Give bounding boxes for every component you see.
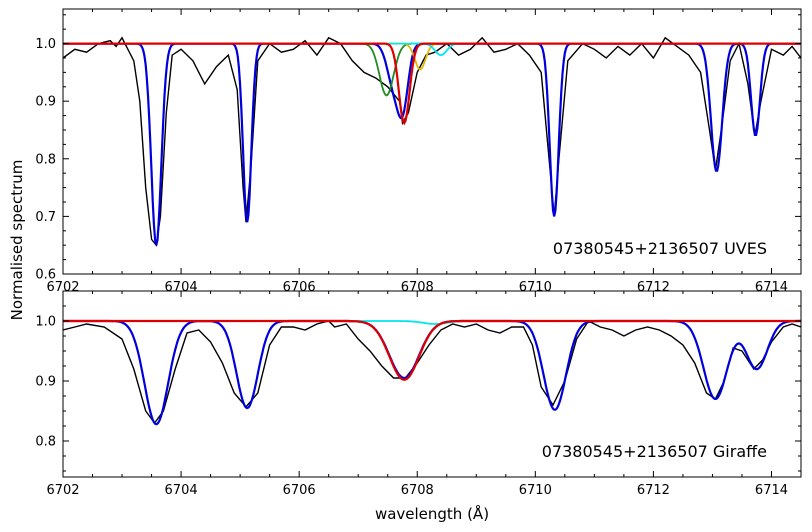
y-tick-label: 0.9 — [35, 375, 56, 390]
observed-spectrum-line — [63, 36, 801, 247]
x-tick-label: 6708 — [401, 483, 434, 498]
x-tick-label: 6702 — [46, 483, 79, 498]
synthetic-model-line — [63, 42, 801, 246]
x-tick-label: 6712 — [637, 483, 670, 498]
y-tick-label: 1.0 — [35, 315, 56, 330]
axes-frame — [62, 8, 802, 275]
x-tick-label: 6704 — [165, 483, 198, 498]
giraffe-panel: 6702 6704 6706 6708 6710 6712 6714 0.8 0.9 1.0 073… — [35, 290, 802, 498]
y-tick-label: 0.6 — [35, 268, 56, 283]
lithium-model-line — [63, 42, 801, 126]
y-tick-label: 0.8 — [35, 435, 56, 450]
x-tick-label: 6706 — [283, 483, 316, 498]
spectrum-annotation: 07380545+2136507 UVES — [553, 239, 767, 258]
observed-spectrum-line — [63, 320, 801, 425]
x-axis-label: wavelength (Å) — [375, 504, 489, 523]
x-tick-label: 6710 — [519, 483, 552, 498]
x-tick-label: 6714 — [755, 483, 788, 498]
y-tick-label: 0.7 — [35, 210, 56, 225]
y-tick-label: 1.0 — [35, 37, 56, 52]
uves-panel: 6702 6704 6706 6708 6710 6712 67140.60.70.80.9… — [35, 8, 802, 295]
blend-1-model-line — [63, 42, 801, 97]
y-axis-label: Normalised spectrum — [8, 160, 26, 321]
plot-area — [63, 36, 801, 247]
y-tick-label: 0.8 — [35, 152, 56, 167]
lithium-model-line — [63, 319, 801, 381]
axes-frame — [62, 290, 802, 478]
spectrum-annotation: 07380545+2136507 Giraffe — [542, 442, 767, 461]
y-tick-label: 0.9 — [35, 95, 56, 110]
plot-area — [63, 319, 801, 426]
